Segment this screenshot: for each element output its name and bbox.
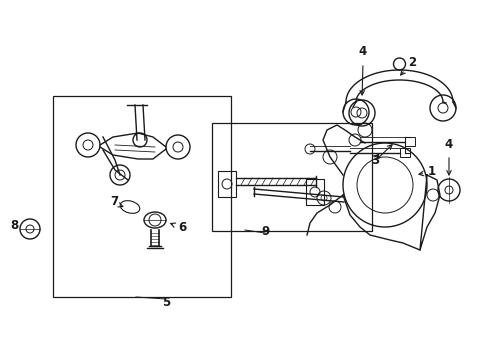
Bar (404, 137, 414, 146)
Text: 7: 7 (110, 195, 118, 208)
Text: 9: 9 (260, 225, 268, 238)
Text: 5: 5 (162, 296, 170, 309)
Text: 2: 2 (400, 55, 415, 75)
Bar (53, 96, 230, 297)
Text: 6: 6 (170, 221, 186, 234)
Bar (305, 179, 324, 205)
Text: 4: 4 (444, 138, 452, 151)
Bar (212, 123, 371, 231)
Text: 4: 4 (358, 45, 366, 58)
Bar (218, 171, 236, 197)
Text: 1: 1 (418, 166, 435, 179)
Text: 8: 8 (10, 219, 18, 232)
Text: 3: 3 (370, 154, 378, 167)
Bar (399, 148, 409, 157)
